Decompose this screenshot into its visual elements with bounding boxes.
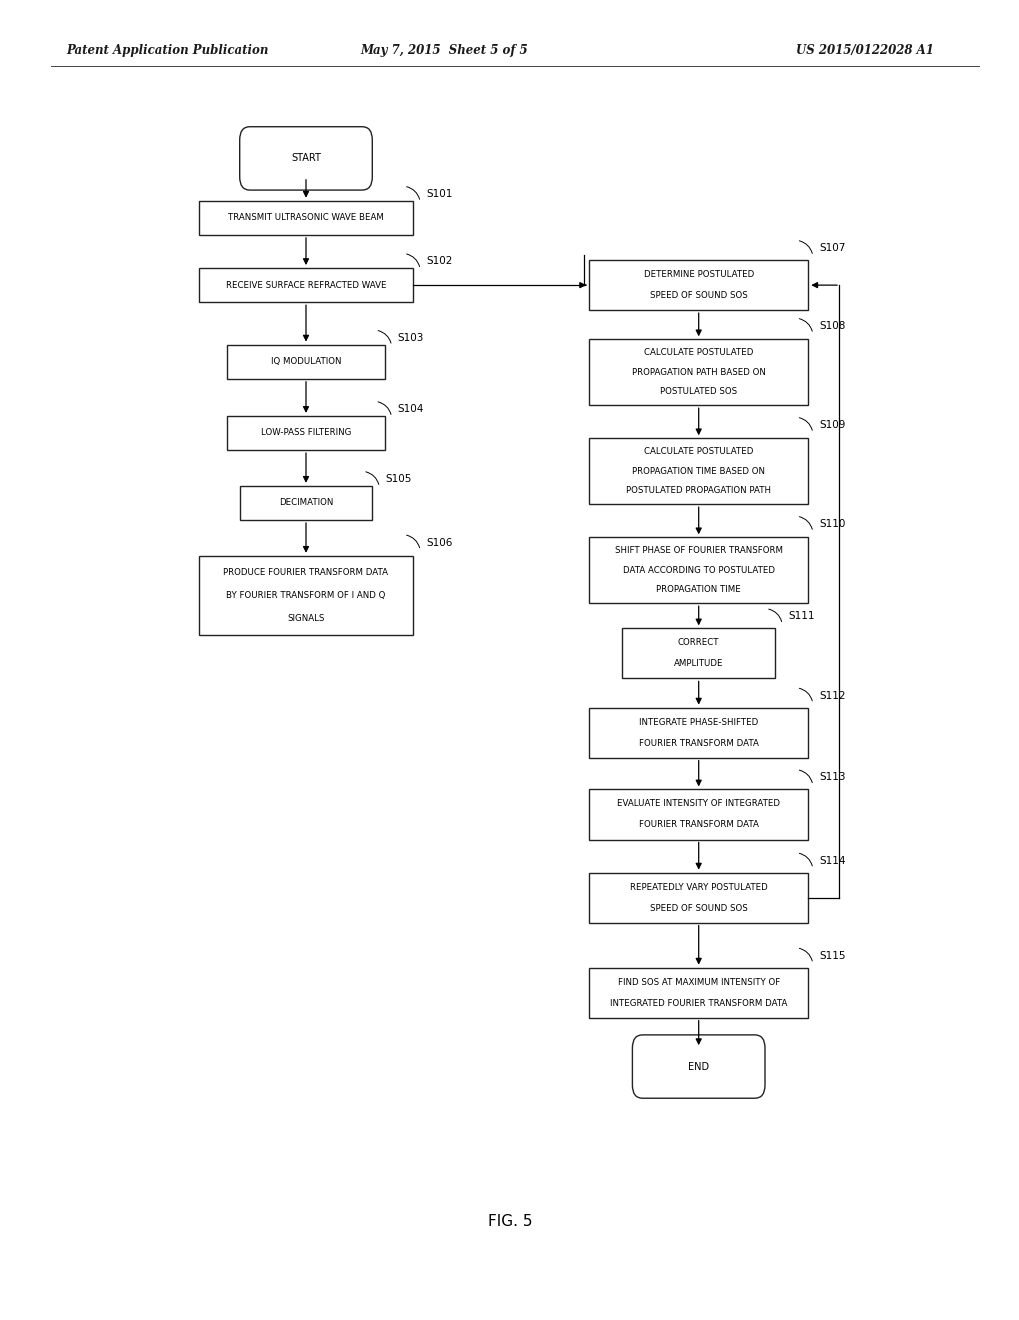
Text: CORRECT: CORRECT — [678, 639, 718, 647]
Text: POSTULATED PROPAGATION PATH: POSTULATED PROPAGATION PATH — [626, 486, 770, 495]
Text: FOURIER TRANSFORM DATA: FOURIER TRANSFORM DATA — [638, 821, 758, 829]
Bar — [589, 537, 808, 603]
Text: Patent Application Publication: Patent Application Publication — [66, 44, 268, 57]
Bar — [589, 789, 808, 840]
Bar — [226, 345, 385, 379]
Bar — [589, 968, 808, 1018]
Text: S104: S104 — [397, 404, 424, 414]
Text: BY FOURIER TRANSFORM OF I AND Q: BY FOURIER TRANSFORM OF I AND Q — [226, 591, 385, 599]
Text: S107: S107 — [818, 243, 845, 253]
Text: S101: S101 — [426, 189, 452, 199]
Text: DECIMATION: DECIMATION — [278, 499, 333, 507]
Bar — [589, 873, 808, 923]
Text: IQ MODULATION: IQ MODULATION — [270, 358, 341, 366]
Text: S114: S114 — [818, 855, 845, 866]
Text: DATA ACCORDING TO POSTULATED: DATA ACCORDING TO POSTULATED — [622, 566, 774, 574]
Text: CALCULATE POSTULATED: CALCULATE POSTULATED — [643, 447, 753, 457]
Text: FIG. 5: FIG. 5 — [487, 1213, 532, 1229]
Bar — [199, 556, 413, 635]
Text: LOW-PASS FILTERING: LOW-PASS FILTERING — [261, 429, 351, 437]
Bar — [589, 260, 808, 310]
Bar — [239, 486, 372, 520]
Bar — [226, 416, 385, 450]
Text: REPEATEDLY VARY POSTULATED: REPEATEDLY VARY POSTULATED — [629, 883, 767, 891]
Text: POSTULATED SOS: POSTULATED SOS — [659, 387, 737, 396]
Text: S102: S102 — [426, 256, 452, 267]
Text: S111: S111 — [788, 611, 814, 622]
Bar — [589, 708, 808, 758]
Text: SIGNALS: SIGNALS — [287, 614, 324, 623]
Text: FIND SOS AT MAXIMUM INTENSITY OF: FIND SOS AT MAXIMUM INTENSITY OF — [616, 978, 780, 986]
Text: PROPAGATION TIME: PROPAGATION TIME — [655, 585, 741, 594]
Bar — [199, 201, 413, 235]
Text: S115: S115 — [818, 950, 845, 961]
Text: S110: S110 — [818, 519, 845, 529]
Text: PROPAGATION PATH BASED ON: PROPAGATION PATH BASED ON — [631, 368, 765, 376]
Text: AMPLITUDE: AMPLITUDE — [674, 660, 722, 668]
Text: TRANSMIT ULTRASONIC WAVE BEAM: TRANSMIT ULTRASONIC WAVE BEAM — [228, 214, 383, 222]
Text: S106: S106 — [426, 537, 452, 548]
Text: SHIFT PHASE OF FOURIER TRANSFORM: SHIFT PHASE OF FOURIER TRANSFORM — [614, 546, 782, 556]
Text: PRODUCE FOURIER TRANSFORM DATA: PRODUCE FOURIER TRANSFORM DATA — [223, 568, 388, 577]
Text: PROPAGATION TIME BASED ON: PROPAGATION TIME BASED ON — [632, 467, 764, 475]
Text: INTEGRATE PHASE-SHIFTED: INTEGRATE PHASE-SHIFTED — [639, 718, 757, 726]
Text: S103: S103 — [397, 333, 424, 343]
Text: END: END — [688, 1061, 708, 1072]
Bar — [199, 268, 413, 302]
Text: May 7, 2015  Sheet 5 of 5: May 7, 2015 Sheet 5 of 5 — [360, 44, 527, 57]
Bar — [589, 438, 808, 504]
Bar — [622, 628, 774, 678]
Text: RECEIVE SURFACE REFRACTED WAVE: RECEIVE SURFACE REFRACTED WAVE — [225, 281, 386, 289]
Text: DETERMINE POSTULATED: DETERMINE POSTULATED — [643, 271, 753, 279]
Text: S113: S113 — [818, 772, 845, 783]
Text: INTEGRATED FOURIER TRANSFORM DATA: INTEGRATED FOURIER TRANSFORM DATA — [609, 999, 787, 1007]
FancyBboxPatch shape — [632, 1035, 764, 1098]
Text: SPEED OF SOUND SOS: SPEED OF SOUND SOS — [649, 904, 747, 912]
Text: EVALUATE INTENSITY OF INTEGRATED: EVALUATE INTENSITY OF INTEGRATED — [616, 800, 780, 808]
Text: S109: S109 — [818, 420, 845, 430]
Text: START: START — [290, 153, 321, 164]
Text: CALCULATE POSTULATED: CALCULATE POSTULATED — [643, 348, 753, 358]
Text: SPEED OF SOUND SOS: SPEED OF SOUND SOS — [649, 292, 747, 300]
Text: S112: S112 — [818, 690, 845, 701]
Text: FOURIER TRANSFORM DATA: FOURIER TRANSFORM DATA — [638, 739, 758, 747]
Text: S108: S108 — [818, 321, 845, 331]
Text: US 2015/0122028 A1: US 2015/0122028 A1 — [795, 44, 932, 57]
FancyBboxPatch shape — [239, 127, 372, 190]
Bar — [589, 339, 808, 405]
Text: S105: S105 — [385, 474, 412, 484]
